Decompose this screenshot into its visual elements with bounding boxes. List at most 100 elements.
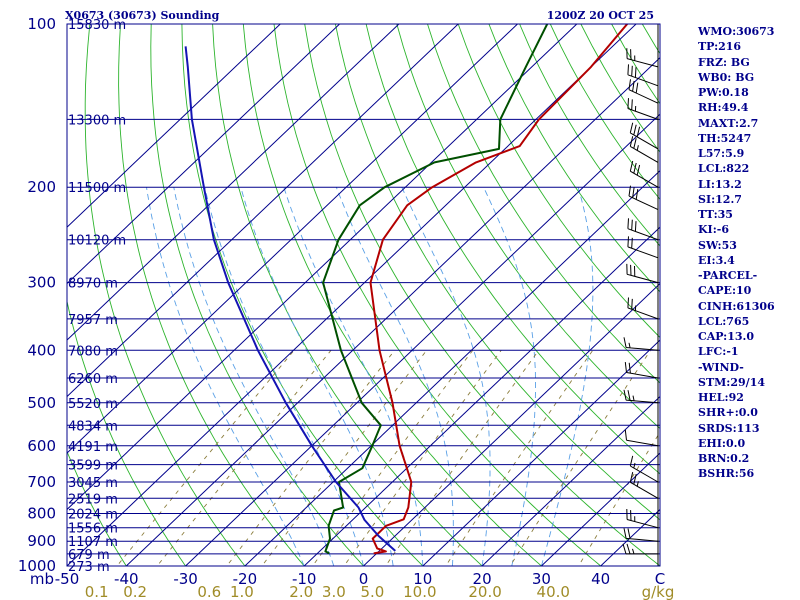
wind-barb-170 bbox=[629, 122, 659, 150]
isotherm-0 bbox=[362, 282, 660, 566]
index-item: MAXT:2.7 bbox=[698, 116, 759, 130]
index-item: TP:216 bbox=[698, 40, 742, 54]
height-label-550: 4834 m bbox=[68, 419, 118, 434]
mixing-ratio-label-20.0: 20.0 bbox=[468, 583, 501, 600]
temp-tick-label-10: 10 bbox=[413, 570, 432, 588]
mixing-ratio-label-3.0: 3.0 bbox=[322, 583, 346, 600]
isotherm--80 bbox=[67, 24, 459, 398]
isotherm--110 bbox=[67, 24, 282, 228]
wind-barb-850 bbox=[626, 508, 659, 529]
mixing-ratio-line-0.2 bbox=[156, 350, 332, 566]
station-title: X0673 (30673) Sounding bbox=[65, 9, 220, 22]
mixing-ratio-label-2.0: 2.0 bbox=[289, 583, 313, 600]
isotherm--50 bbox=[67, 24, 637, 566]
dry-adiabat--10 bbox=[118, 24, 305, 566]
moist-adiabat--5 bbox=[173, 187, 335, 566]
indices-panel: WMO:30673 TP:216 FRZ: BG WB0: BG PW:0.18 RH:4… bbox=[698, 24, 798, 482]
mixing-ratio-line-10 bbox=[445, 350, 594, 566]
dry-adiabat-90 bbox=[427, 24, 660, 384]
index-item: EHI:0.0 bbox=[698, 436, 746, 450]
pressure-label-400: 400 bbox=[27, 341, 56, 359]
dewpoint-line bbox=[322, 24, 549, 555]
wind-barb-120 bbox=[626, 48, 659, 68]
index-item: WMO:30673 bbox=[698, 25, 775, 38]
wind-barbs bbox=[622, 24, 659, 566]
height-label-650: 3599 m bbox=[68, 459, 118, 474]
wind-barb-150 bbox=[627, 98, 659, 120]
wind-barb-450 bbox=[624, 362, 659, 379]
height-label-900: 1107 m bbox=[68, 535, 118, 550]
mixing-ratio-label-10.0: 10.0 bbox=[403, 583, 436, 600]
mixing-ratio-line-5 bbox=[385, 350, 540, 566]
temp-tick-label--40: -40 bbox=[114, 570, 139, 588]
mixing-ratio-label-0.2: 0.2 bbox=[123, 583, 147, 600]
isotherms bbox=[67, 24, 660, 566]
plot-border bbox=[66, 23, 661, 567]
isotherm-20 bbox=[481, 395, 660, 566]
temp-tick-label--30: -30 bbox=[173, 570, 198, 588]
isotherm--90 bbox=[67, 24, 400, 341]
mixing-ratio-label-0.1: 0.1 bbox=[85, 583, 109, 600]
dry-adiabat-50 bbox=[304, 24, 660, 566]
isotherm-30 bbox=[540, 452, 660, 566]
index-item: CINH:61306 bbox=[698, 299, 775, 313]
mixing-ratio-line-0.6 bbox=[226, 350, 396, 566]
isotherm-10 bbox=[422, 339, 660, 566]
index-item: WB0: BG bbox=[698, 70, 755, 84]
index-item: BRN:0.2 bbox=[698, 452, 750, 465]
index-item: CAPE:10 bbox=[698, 284, 752, 298]
wind-barb-400 bbox=[623, 337, 659, 351]
pressure-label-900: 900 bbox=[27, 532, 56, 550]
wind-barb-250 bbox=[627, 218, 659, 241]
mixing-ratio-line-1 bbox=[261, 350, 428, 566]
wind-barb-950 bbox=[622, 543, 658, 555]
height-label-350: 7957 m bbox=[68, 313, 118, 328]
index-item: CAP:13.0 bbox=[698, 330, 755, 343]
sounding-series bbox=[184, 24, 628, 555]
wind-barb-600 bbox=[624, 429, 659, 447]
wind-barb-900 bbox=[623, 528, 659, 542]
dry-adiabat-80 bbox=[396, 24, 660, 430]
pressure-label-800: 800 bbox=[27, 504, 56, 522]
index-item: LCL:765 bbox=[698, 314, 750, 328]
mixing-ratio-lines bbox=[116, 350, 660, 566]
index-item: SHR+:0.0 bbox=[698, 406, 758, 420]
height-label-200: 11500 m bbox=[68, 181, 126, 196]
index-item: BSHR:56 bbox=[698, 467, 755, 481]
index-item: HEL:92 bbox=[698, 391, 744, 404]
pressure-label-600: 600 bbox=[27, 437, 56, 455]
height-label-950: 679 m bbox=[68, 548, 110, 563]
moist-adiabat--10 bbox=[146, 187, 305, 566]
index-item: PW:0.18 bbox=[698, 86, 749, 99]
index-item: LI:13.2 bbox=[698, 177, 742, 191]
wind-barb-500 bbox=[623, 389, 659, 404]
isotherm--30 bbox=[184, 113, 660, 566]
height-label-1000: 273 m bbox=[68, 560, 110, 575]
height-label-750: 2519 m bbox=[68, 492, 118, 507]
wind-barb-220 bbox=[628, 185, 659, 211]
index-item: TH:5247 bbox=[698, 131, 752, 145]
height-label-500: 5520 m bbox=[68, 397, 118, 412]
wind-barb-700 bbox=[629, 455, 659, 483]
moist-adiabat-5 bbox=[240, 187, 394, 566]
units-label: g/kg bbox=[642, 583, 675, 600]
temp-tick-label-40: 40 bbox=[591, 570, 610, 588]
mixing-ratio-label-1.0: 1.0 bbox=[230, 583, 254, 600]
valid-time: 1200Z 20 OCT 25 bbox=[546, 9, 654, 22]
wind-barb-750 bbox=[629, 471, 659, 499]
isobars bbox=[67, 24, 660, 566]
moist-adiabat-20 bbox=[401, 187, 491, 566]
mixing-ratio-line-0.1 bbox=[116, 350, 295, 566]
mixing-ratio-label-40.0: 40.0 bbox=[537, 583, 570, 600]
wind-barb-180 bbox=[629, 136, 659, 163]
dry-adiabat--30 bbox=[67, 299, 187, 566]
wind-barb-140 bbox=[628, 79, 659, 104]
index-item: TT:35 bbox=[698, 208, 733, 221]
isotherm--10 bbox=[303, 226, 660, 566]
dry-adiabat-30 bbox=[242, 24, 543, 566]
isotherm--40 bbox=[125, 57, 660, 566]
dry-adiabat--40 bbox=[67, 450, 127, 566]
index-item: KI:-6 bbox=[698, 223, 729, 237]
wind-barb-350 bbox=[627, 297, 659, 320]
